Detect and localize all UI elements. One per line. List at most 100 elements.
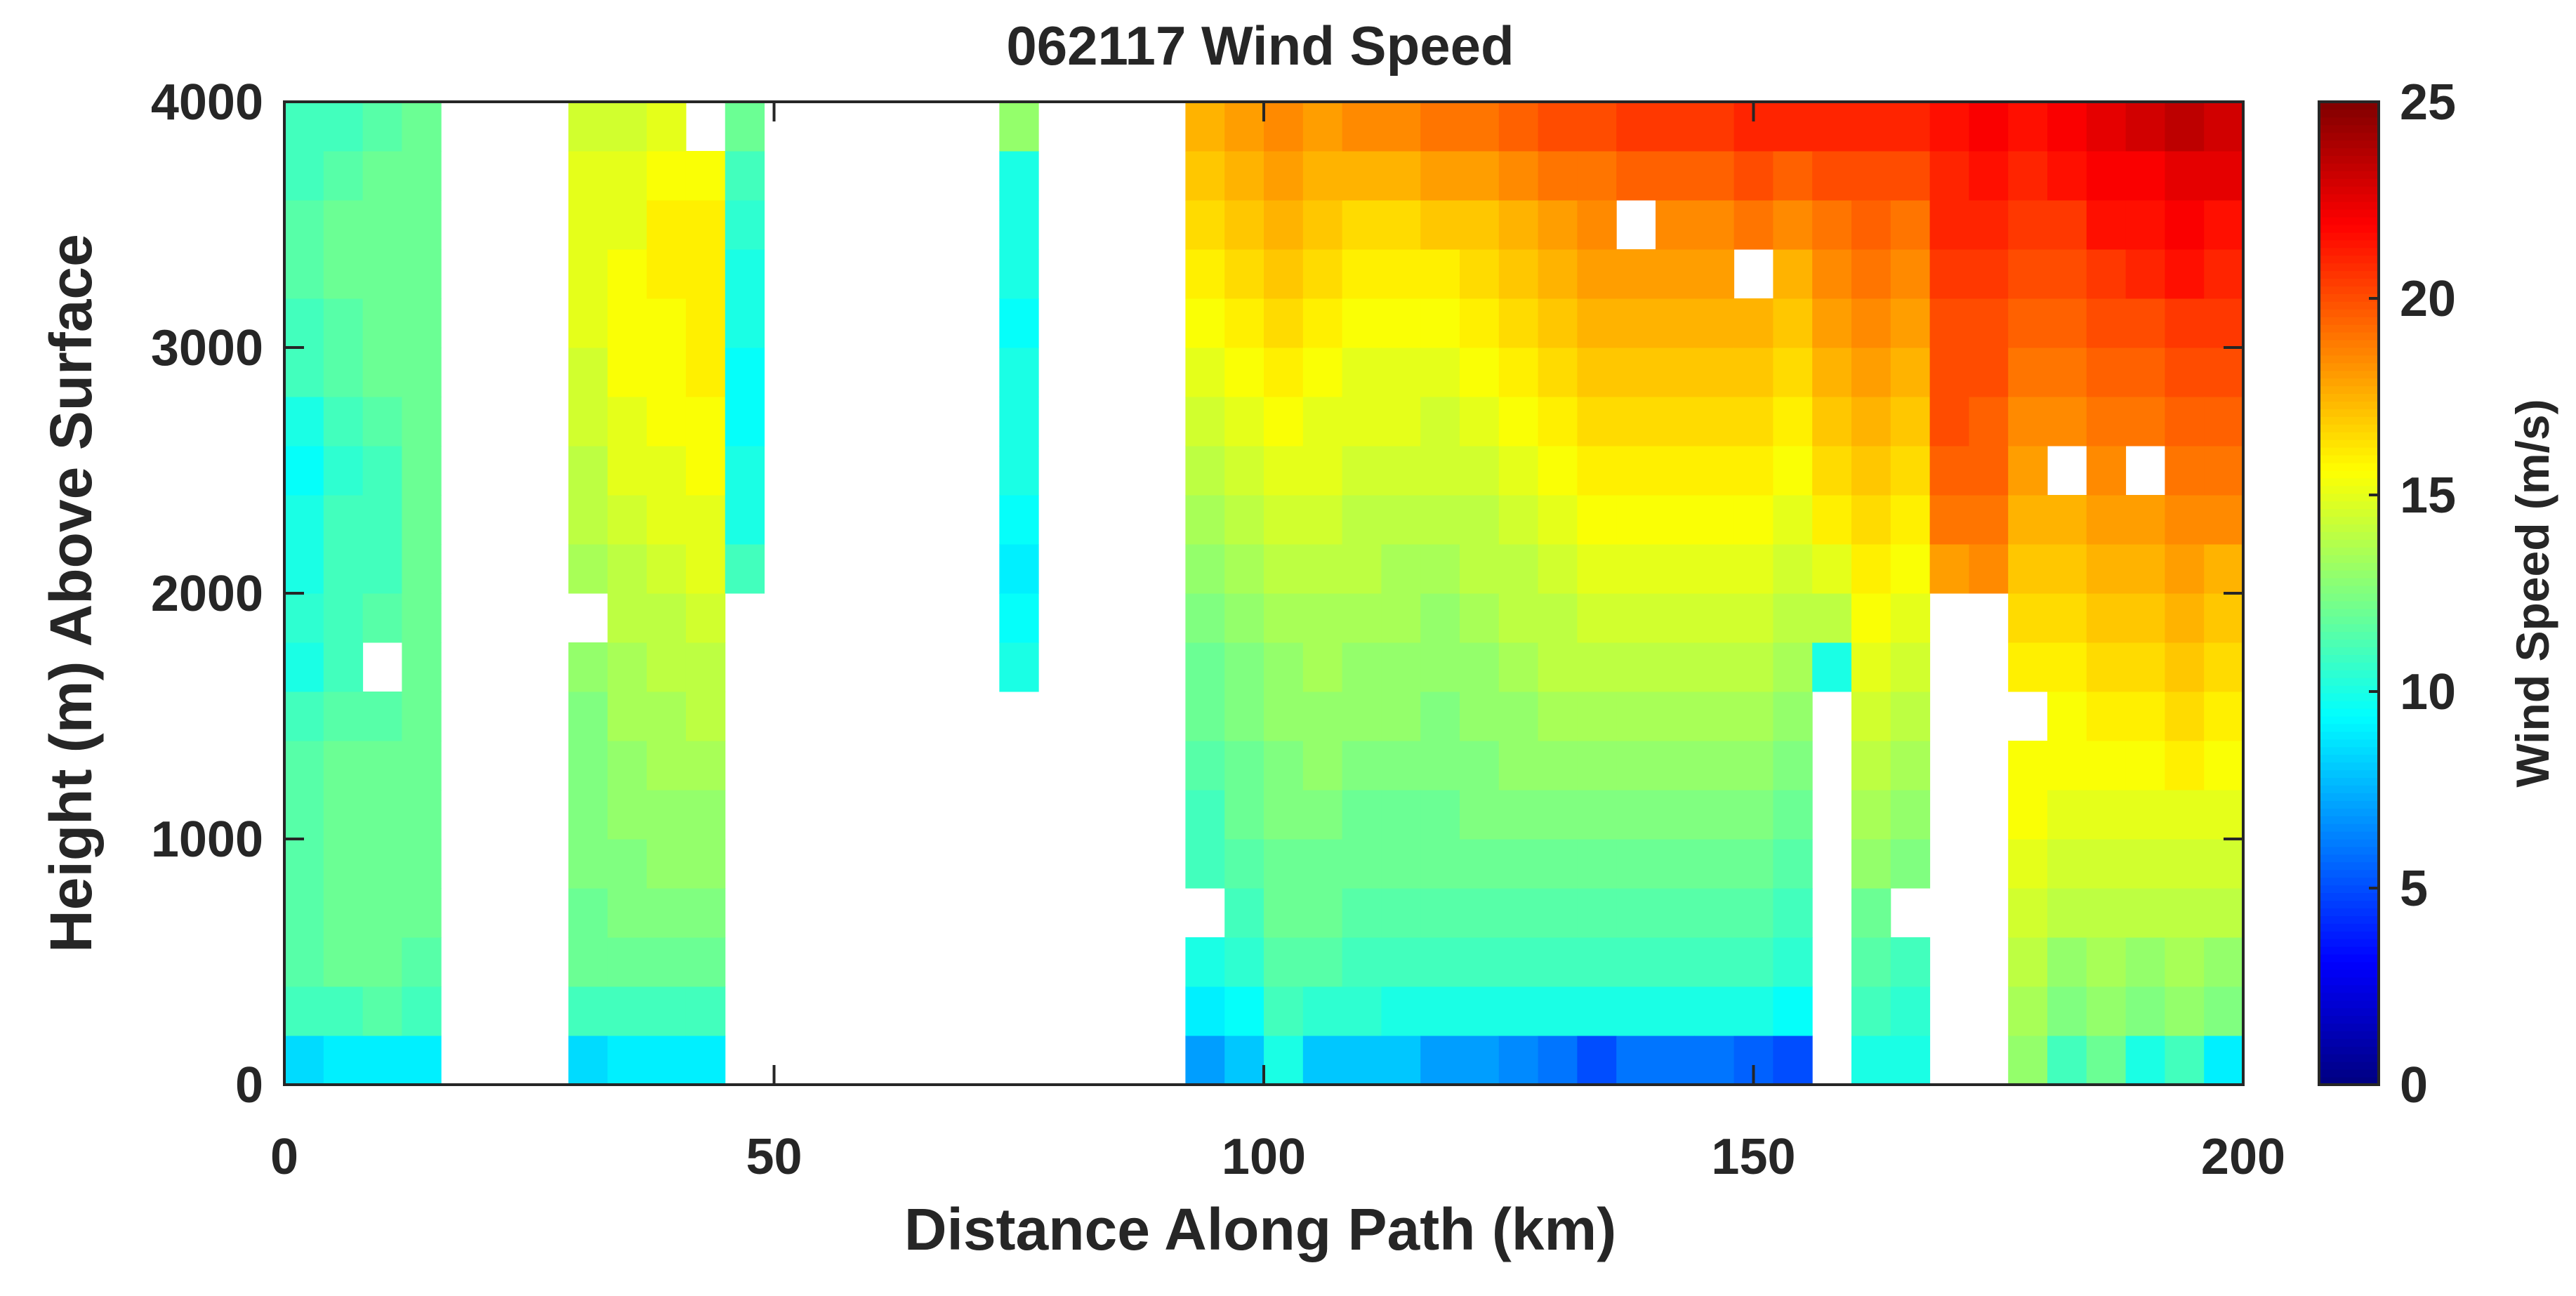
heatmap-cell [284,986,324,1036]
heatmap-cell [1302,446,1343,496]
colorbar-step [2319,846,2379,855]
heatmap-cell [1812,397,1852,447]
heatmap-cell [1420,790,1460,840]
heatmap-cell [2165,151,2205,201]
heatmap-cell [1264,937,1304,987]
heatmap-cell [1656,151,1696,201]
heatmap-cell [568,102,608,152]
heatmap-cell [284,200,324,250]
heatmap-cell [402,790,442,840]
heatmap-cell [1185,692,1225,741]
heatmap-cell [1342,593,1382,643]
heatmap-cell [1538,790,1578,840]
colorbar-step [2319,263,2379,272]
heatmap-cell [2008,298,2048,348]
colorbar-step [2319,808,2379,816]
heatmap-cell [2204,741,2244,791]
heatmap-cell [725,495,765,545]
colorbar-tick-label: 15 [2400,468,2456,524]
heatmap-cell [568,986,608,1036]
heatmap-cell [2165,200,2205,250]
heatmap-cell [1185,937,1225,987]
colorbar-step [2319,562,2379,571]
heatmap-cell [647,544,687,594]
colorbar-step [2319,270,2379,279]
heatmap-cell [1264,986,1304,1036]
heatmap-cell [362,102,402,152]
heatmap-cell [1577,397,1617,447]
heatmap-cell [1538,446,1578,496]
colorbar-step [2319,439,2379,448]
heatmap-cell [1851,593,1891,643]
heatmap-cell [2204,151,2244,201]
heatmap-cell [323,593,364,643]
heatmap-cell [1302,249,1343,299]
heatmap-cell [1890,495,1931,545]
heatmap-cell [647,298,687,348]
heatmap-cell [1929,348,1969,397]
heatmap-cell [2165,249,2205,299]
heatmap-cell [568,642,608,692]
heatmap-cell [1812,200,1852,250]
colorbar-step [2319,839,2379,847]
colorbar-step [2319,639,2379,648]
heatmap-cell [1733,298,1774,348]
heatmap-cell [607,937,647,987]
heatmap-cell [1264,593,1304,643]
heatmap-cell [402,1036,442,1085]
heatmap-cell [2008,642,2048,692]
heatmap-cell [1460,495,1500,545]
heatmap-cell [1812,249,1852,299]
heatmap-cell [1773,348,1813,397]
heatmap-cell [1616,888,1656,938]
heatmap-cell [1773,397,1813,447]
heatmap-cell [1420,249,1460,299]
colorbar-step [2319,854,2379,863]
heatmap-cell [1616,151,1656,201]
heatmap-cell [2086,200,2127,250]
colorbar-step [2319,508,2379,517]
heatmap-cell [362,397,402,447]
heatmap-cell [402,986,442,1036]
colorbar-step [2319,140,2379,149]
heatmap-cell [999,397,1039,447]
colorbar-step [2319,132,2379,141]
colorbar-step [2319,816,2379,824]
heatmap-cell [1577,642,1617,692]
heatmap-cell [2047,102,2087,152]
heatmap-cell [362,888,402,938]
heatmap-cell [1577,348,1617,397]
heatmap-cell [2086,348,2127,397]
heatmap-cell [1851,151,1891,201]
heatmap-cell [1577,741,1617,791]
colorbar-step [2319,102,2379,110]
heatmap-cell [1851,937,1891,987]
heatmap-cell [284,544,324,594]
colorbar-step [2319,785,2379,793]
colorbar-step [2319,147,2379,157]
heatmap-cell [1656,102,1696,152]
colorbar-step [2319,470,2379,479]
heatmap-cell [647,888,687,938]
heatmap-cell [1969,397,2009,447]
heatmap-cell [1538,298,1578,348]
colorbar-step [2319,348,2379,356]
colorbar-step [2319,255,2379,264]
colorbar-step [2319,869,2379,878]
colorbar-step [2319,178,2379,187]
heatmap-cell [685,200,726,250]
heatmap-cell [1616,1036,1656,1085]
heatmap-cell [2125,151,2165,201]
colorbar-step [2319,586,2379,594]
heatmap-cell [1420,741,1460,791]
heatmap-cell [1302,102,1343,152]
heatmap-cell [1302,790,1343,840]
colorbar-step [2319,616,2379,625]
heatmap-cell [1733,790,1774,840]
heatmap-cell [1890,790,1931,840]
heatmap-cell [685,692,726,741]
heatmap-cell [1773,642,1813,692]
heatmap-cell [1185,986,1225,1036]
heatmap-cell [1773,888,1813,938]
heatmap-cell [1616,298,1656,348]
